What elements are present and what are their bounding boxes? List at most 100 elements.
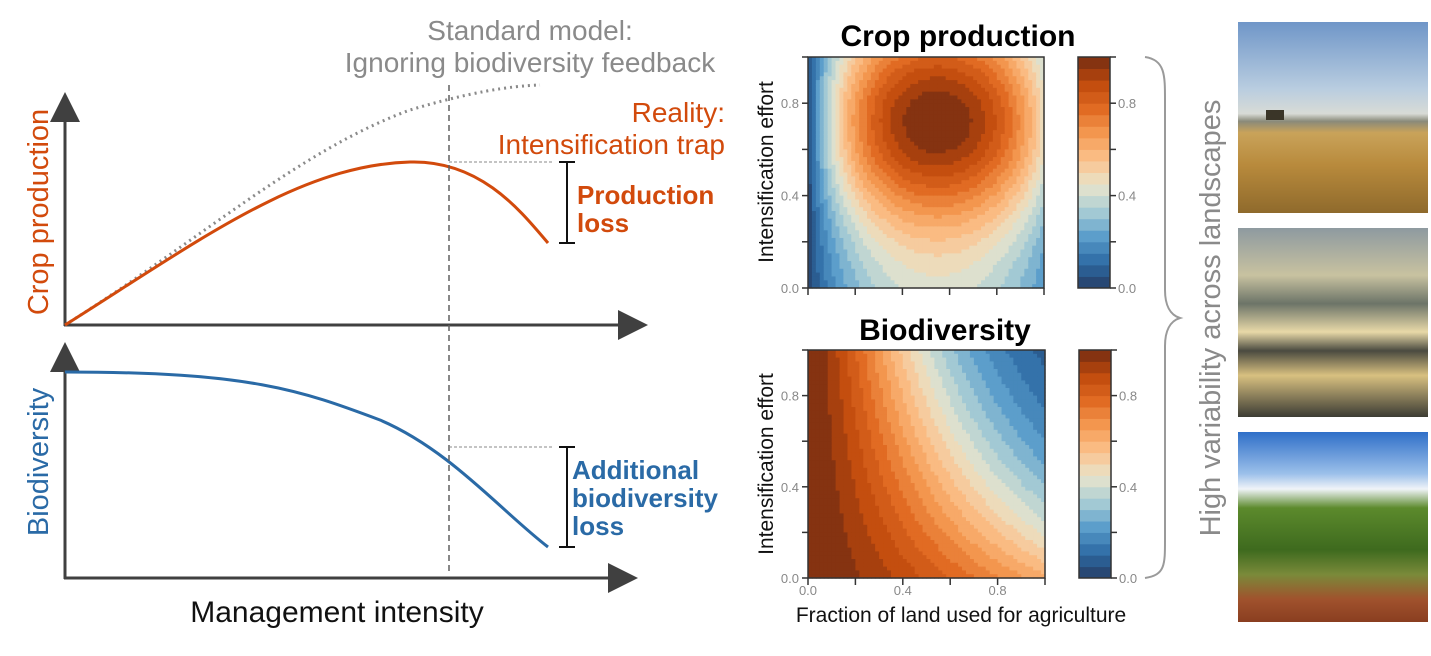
biodiversity-heatmap-cell <box>890 562 896 568</box>
crop-heatmap-cell <box>831 234 837 239</box>
crop-heatmap-cell <box>886 245 892 251</box>
biodiversity-heatmap-cell <box>808 498 813 503</box>
crop-heatmap-cell <box>988 160 994 166</box>
crop-heatmap-cell <box>863 180 868 185</box>
crop-heatmap-cell <box>965 253 970 258</box>
crop-heatmap-cell <box>985 257 990 262</box>
crop-heatmap-cell <box>988 103 994 108</box>
biodiversity-heatmap-cell <box>839 536 845 541</box>
crop-heatmap-cell <box>981 168 986 174</box>
crop-heatmap-cell <box>811 218 817 224</box>
biodiversity-heatmap-cell <box>887 380 892 385</box>
crop-heatmap-cell <box>886 207 892 212</box>
biodiversity-heatmap-cell <box>839 574 845 579</box>
biodiversity-heatmap-cell <box>867 494 872 499</box>
crop-heatmap-cell <box>843 122 848 127</box>
biodiversity-heatmap-cell <box>839 570 845 575</box>
biodiversity-heatmap-cell <box>871 521 876 526</box>
crop-heatmap-cell <box>981 134 986 139</box>
crop-heatmap-cell <box>992 176 998 181</box>
biodiversity-heatmap-cell <box>808 365 813 370</box>
biodiversity-heatmap-cell <box>875 445 880 450</box>
biodiversity-heatmap-cell <box>883 513 888 518</box>
crop-heatmap-cell <box>996 87 1002 93</box>
biodiversity-heatmap-cell <box>839 513 845 518</box>
crop-heatmap-cell <box>973 164 978 170</box>
biodiversity-heatmap-cell <box>879 547 884 552</box>
biodiversity-heatmap-cell <box>871 372 876 378</box>
crop-heatmap-cell <box>874 226 880 231</box>
crop-heatmap-cell <box>977 199 982 204</box>
crop-heatmap-cell <box>847 149 852 154</box>
biodiversity-heatmap-cell <box>883 426 888 431</box>
crop-heatmap-cell <box>855 60 860 66</box>
crop-heatmap-cell <box>886 91 892 97</box>
biodiversity-heatmap-cell <box>855 388 860 393</box>
biodiversity-heatmap-cell <box>875 524 880 530</box>
crop-heatmap-cell <box>957 184 962 189</box>
crop-heatmap-cell <box>926 261 931 266</box>
crop-heatmap-cell <box>929 107 935 112</box>
crop-heatmap-cell <box>867 126 872 131</box>
crop-heatmap-cell <box>937 91 943 97</box>
biodiversity-heatmap-cell <box>819 388 825 393</box>
crop-heatmap-cell <box>1028 72 1033 77</box>
biodiversity-heatmap-cell <box>819 521 825 526</box>
crop-heatmap-cell <box>839 153 844 158</box>
biodiversity-heatmap-cell <box>867 566 872 571</box>
biodiversity-heatmap-cell <box>823 403 829 408</box>
crop-heatmap-cell <box>1012 107 1018 112</box>
crop-heatmap-cell <box>985 72 990 77</box>
biodiversity-heatmap-cell <box>808 372 813 378</box>
crop-heatmap-cell <box>1036 80 1041 85</box>
crop-heatmap-cell <box>874 184 880 189</box>
crop-heatmap-cell <box>827 284 833 289</box>
crop-heatmap-cell <box>992 207 998 212</box>
crop-heatmap-cell <box>918 95 923 100</box>
crop-heatmap-cell <box>1024 157 1029 162</box>
crop-heatmap-cell <box>1016 110 1021 116</box>
biodiversity-heatmap-cell <box>835 574 841 579</box>
crop-heatmap-cell <box>918 126 923 131</box>
crop-heatmap-cell <box>1032 195 1037 201</box>
crop-heatmap-cell <box>973 87 978 93</box>
crop-heatmap-cell <box>922 110 927 116</box>
crop-heatmap-cell <box>965 199 970 204</box>
crop-heatmap-cell <box>988 203 994 208</box>
crop-heatmap-cell <box>870 234 876 239</box>
crop-heatmap-cell <box>985 280 990 285</box>
crop-heatmap-cell <box>1008 103 1014 108</box>
crop-heatmap-cell <box>859 126 864 131</box>
crop-heatmap-cell <box>914 160 919 166</box>
biodiversity-heatmap-cell <box>875 380 880 385</box>
crop-heatmap-cell <box>988 114 994 120</box>
crop-heatmap-cell <box>827 72 833 77</box>
crop-heatmap-cell <box>965 226 970 231</box>
crop-heatmap-cell <box>874 141 880 147</box>
crop-heatmap-colorbar-tick-label: 0.8 <box>1118 96 1136 111</box>
crop-heatmap-cell <box>870 137 876 143</box>
crop-heatmap-cell <box>843 268 848 274</box>
crop-heatmap-cell <box>957 103 962 108</box>
crop-heatmap-cell <box>929 57 935 62</box>
crop-heatmap-cell <box>882 184 888 189</box>
biodiversity-heatmap-cell <box>871 543 876 549</box>
crop-heatmap-cell <box>867 141 872 147</box>
biodiversity-heatmap-cell <box>871 562 876 568</box>
crop-heatmap-cell <box>961 276 966 281</box>
crop-heatmap-cell <box>933 280 939 285</box>
crop-heatmap-cell <box>811 126 817 131</box>
crop-heatmap-cell <box>1040 130 1045 135</box>
crop-heatmap-cell <box>867 241 872 247</box>
crop-heatmap-cell <box>1004 203 1010 208</box>
crop-heatmap-cell <box>839 249 844 254</box>
biodiversity-heatmap-cell <box>815 403 821 408</box>
crop-heatmap-cell <box>1008 280 1014 285</box>
crop-heatmap-cell <box>863 176 868 181</box>
biodiversity-heatmap-cell <box>863 376 868 381</box>
crop-heatmap-cell <box>961 134 966 139</box>
crop-heatmap-cell <box>1020 195 1025 201</box>
crop-heatmap-cell <box>902 76 907 81</box>
crop-heatmap-cell <box>823 241 829 247</box>
crop-heatmap-cell <box>851 207 856 212</box>
